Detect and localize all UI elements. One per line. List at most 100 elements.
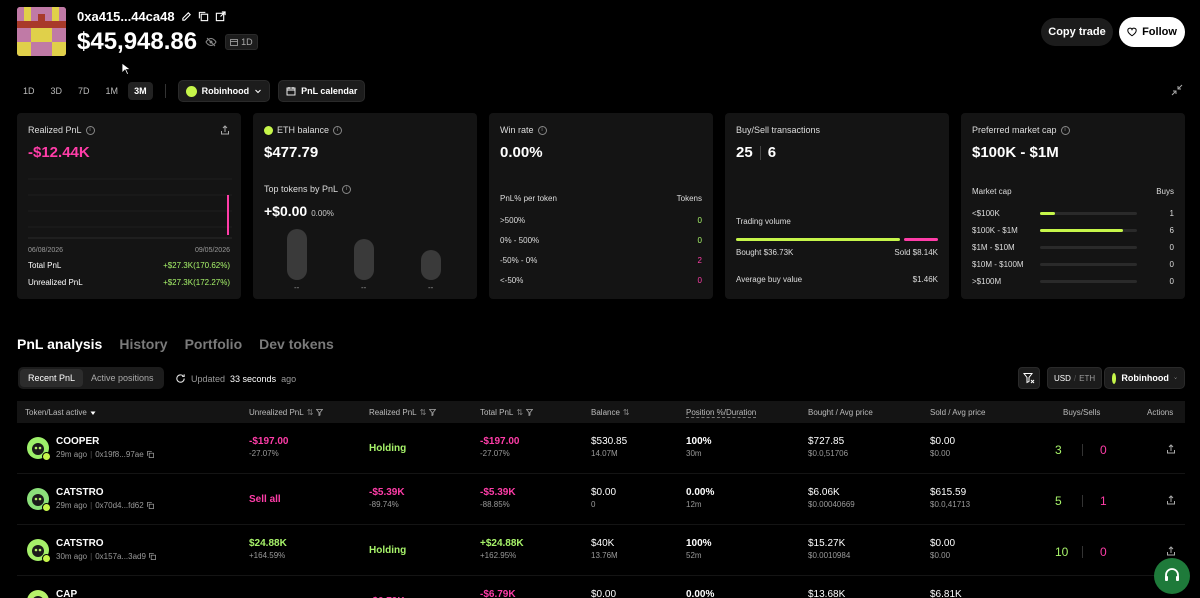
refresh-icon[interactable] (175, 373, 186, 384)
info-icon[interactable]: i (85, 125, 95, 135)
chain-select[interactable]: Robinhood (177, 80, 271, 102)
table-row[interactable]: COOPER 29m ago | 0x19f8...97ae -$197.00 -… (17, 423, 1185, 474)
realized-pnl-title: Realized PnL i (28, 125, 95, 135)
edit-icon[interactable] (181, 11, 192, 22)
range-1d[interactable]: 1D (23, 86, 35, 96)
chart-date-end: 09/05/2026 (194, 247, 230, 254)
filter-icon[interactable] (429, 409, 437, 416)
copy-icon[interactable] (146, 502, 154, 509)
total-pnl-pct: +162.95% (480, 551, 517, 560)
col-token-label: Token/Last active (25, 408, 87, 417)
period-tag-label: 1D (241, 37, 253, 47)
total-pnl: -$6.79K (480, 589, 516, 598)
token-address[interactable]: 0x70d4...fd62 (95, 501, 144, 510)
balance-value: $40K (591, 538, 615, 549)
token-name[interactable]: CATSTRO (56, 538, 104, 549)
unrealized-pnl: -$197.00 (249, 436, 289, 447)
share-icon[interactable] (220, 125, 230, 135)
col-total[interactable]: Total PnL ⇅ (480, 408, 534, 417)
range-3d[interactable]: 3D (50, 86, 63, 96)
balance-cell: $0.00 0 (591, 487, 616, 509)
share-icon[interactable] (1166, 444, 1176, 454)
range-7d[interactable]: 7D (78, 86, 90, 96)
chart-date-start: 06/08/2026 (28, 247, 64, 254)
unrealized-pnl-cell[interactable]: Sell all (249, 494, 281, 507)
token-cell[interactable]: CATSTRO 30m ago | 0x157a...3ad9 (56, 538, 156, 561)
filter-button[interactable] (1018, 367, 1040, 389)
market-cap-row-label: >$100M (972, 277, 1002, 286)
period-tag[interactable]: 1D (225, 34, 258, 50)
tab-dev-tokens[interactable]: Dev tokens (259, 336, 334, 352)
realized-pnl: Holding (369, 443, 407, 454)
filter-icon[interactable] (316, 409, 324, 416)
tab-history[interactable]: History (119, 336, 168, 352)
token-cell[interactable]: CAP (56, 589, 77, 598)
robinhood-icon (264, 125, 273, 135)
token-logo-icon (32, 545, 44, 557)
share-icon[interactable] (1166, 546, 1176, 556)
position-duration: 52m (686, 551, 702, 560)
currency-eth[interactable]: ETH (1079, 373, 1096, 383)
tab-pnl-analysis[interactable]: PnL analysis (17, 336, 103, 352)
copy-icon[interactable] (146, 451, 154, 458)
position-cell: 0.00% 12m (686, 487, 714, 509)
average-buy-label: Average buy value (736, 275, 803, 284)
collapse-icon[interactable] (1171, 84, 1183, 96)
token-name[interactable]: CAP (56, 589, 78, 598)
col-realized[interactable]: Realized PnL ⇅ (369, 408, 437, 417)
table-row[interactable]: CATSTRO 29m ago | 0x70d4...fd62 Sell all … (17, 474, 1185, 525)
col-buys-sells[interactable]: Buys/Sells (1063, 408, 1100, 417)
market-cap-row-value: 1 (1169, 209, 1174, 218)
table-row[interactable]: CATSTRO 30m ago | 0x157a...3ad9 $24.88K +… (17, 525, 1185, 576)
info-icon[interactable]: i (1060, 125, 1070, 135)
hide-eye-icon[interactable] (205, 36, 217, 48)
total-pnl-cell: -$5.39K -88.85% (480, 487, 516, 509)
copy-icon[interactable] (198, 11, 209, 22)
total-pnl: +$24.88K (480, 538, 524, 549)
token-address[interactable]: 0x19f8...97ae (95, 450, 144, 459)
col-position[interactable]: Position %/Duration (686, 408, 757, 418)
total-pnl-pct: -27.07% (480, 449, 510, 458)
info-icon[interactable]: i (537, 125, 547, 135)
col-token[interactable]: Token/Last active (25, 408, 96, 417)
subtab-recent-pnl[interactable]: Recent PnL (20, 369, 84, 387)
info-icon[interactable]: i (342, 184, 352, 194)
table-chain-select[interactable]: Robinhood (1104, 367, 1185, 389)
volume-values-row: Bought $36.73K Sold $8.14K (736, 248, 938, 257)
external-link-icon[interactable] (215, 11, 226, 22)
heart-icon (1127, 27, 1137, 37)
pnl-calendar-button[interactable]: PnL calendar (278, 80, 366, 102)
filter-icon[interactable] (526, 409, 534, 416)
support-button[interactable] (1154, 558, 1190, 594)
currency-usd[interactable]: USD (1054, 373, 1071, 383)
follow-button[interactable]: Follow (1119, 17, 1185, 47)
chain-select-label: Robinhood (201, 86, 250, 96)
pnl-bucket-row: >500% 0 (500, 216, 702, 225)
share-icon[interactable] (1166, 495, 1176, 505)
sold-cell: $0.00 $0.00 (930, 538, 955, 560)
col-bought[interactable]: Bought / Avg price (808, 408, 873, 417)
tab-portfolio[interactable]: Portfolio (184, 336, 243, 352)
copy-trade-button[interactable]: Copy trade (1041, 18, 1113, 46)
range-1m[interactable]: 1M (105, 86, 119, 96)
table-row[interactable]: CAP -$6.79K -$6.79K $0.00 (17, 576, 1185, 598)
token-address[interactable]: 0x157a...3ad9 (95, 552, 146, 561)
token-name[interactable]: COOPER (56, 436, 100, 447)
unrealized-pnl: Sell all (249, 494, 281, 505)
col-sold[interactable]: Sold / Avg price (930, 408, 985, 417)
sells-count: 0 (1100, 545, 1107, 559)
subtab-active-positions[interactable]: Active positions (91, 373, 154, 383)
market-cap-row: <$100K 1 (972, 209, 1174, 221)
token-cell[interactable]: COOPER 29m ago | 0x19f8...97ae (56, 436, 154, 459)
col-balance[interactable]: Balance ⇅ (591, 408, 630, 417)
copy-icon[interactable] (149, 553, 156, 560)
total-pnl-pct: -88.85% (480, 500, 510, 509)
top-token-bar-3 (421, 250, 441, 280)
info-icon[interactable]: i (333, 125, 343, 135)
token-cell[interactable]: CATSTRO 29m ago | 0x70d4...fd62 (56, 487, 154, 510)
token-name[interactable]: CATSTRO (56, 487, 104, 498)
headset-icon (1165, 568, 1179, 581)
currency-toggle[interactable]: USD / ETH (1047, 367, 1103, 389)
col-unrealized[interactable]: Unrealized PnL ⇅ (249, 408, 324, 417)
range-3m[interactable]: 3M (128, 82, 153, 100)
